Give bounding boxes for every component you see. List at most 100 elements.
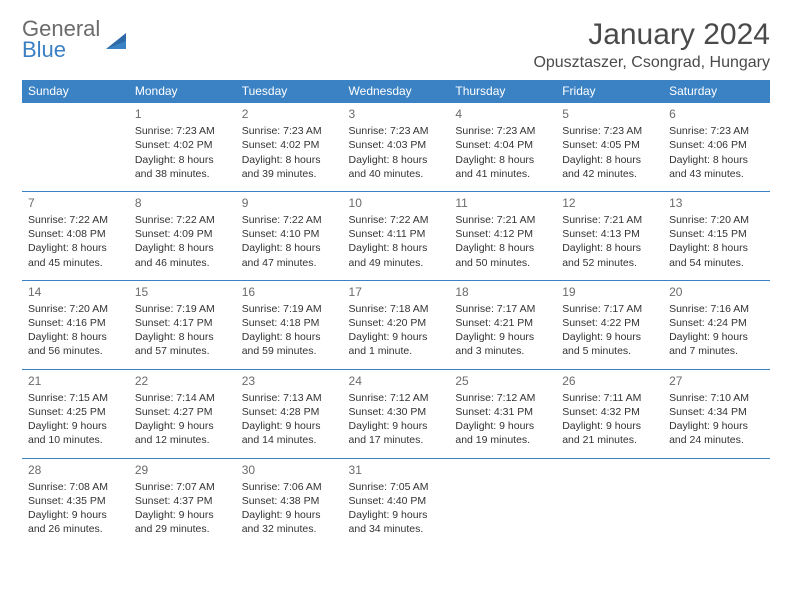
sunset-text: Sunset: 4:40 PM [349,494,444,508]
sunrise-text: Sunrise: 7:20 AM [669,213,764,227]
sunset-text: Sunset: 4:02 PM [242,138,337,152]
daylight-text: Daylight: 9 hours [242,419,337,433]
sunset-text: Sunset: 4:34 PM [669,405,764,419]
daylight-text: and 40 minutes. [349,167,444,181]
daylight-text: and 52 minutes. [562,256,657,270]
calendar-day-cell: 6Sunrise: 7:23 AMSunset: 4:06 PMDaylight… [663,103,770,192]
calendar-week-row: 7Sunrise: 7:22 AMSunset: 4:08 PMDaylight… [22,191,770,280]
day-number: 28 [28,462,123,478]
daylight-text: and 57 minutes. [135,344,230,358]
calendar-day-cell: 20Sunrise: 7:16 AMSunset: 4:24 PMDayligh… [663,280,770,369]
daylight-text: and 24 minutes. [669,433,764,447]
daylight-text: Daylight: 8 hours [455,241,550,255]
calendar-day-cell: 21Sunrise: 7:15 AMSunset: 4:25 PMDayligh… [22,369,129,458]
location-text: Opusztaszer, Csongrad, Hungary [533,54,770,72]
daylight-text: Daylight: 9 hours [455,419,550,433]
sunset-text: Sunset: 4:13 PM [562,227,657,241]
daylight-text: Daylight: 8 hours [28,241,123,255]
calendar-table: SundayMondayTuesdayWednesdayThursdayFrid… [22,80,770,546]
day-number: 29 [135,462,230,478]
daylight-text: Daylight: 8 hours [562,153,657,167]
title-block: January 2024 Opusztaszer, Csongrad, Hung… [533,18,770,72]
sunrise-text: Sunrise: 7:23 AM [242,124,337,138]
sunset-text: Sunset: 4:17 PM [135,316,230,330]
sunrise-text: Sunrise: 7:21 AM [562,213,657,227]
sunrise-text: Sunrise: 7:17 AM [562,302,657,316]
daylight-text: Daylight: 8 hours [28,330,123,344]
sunrise-text: Sunrise: 7:12 AM [349,391,444,405]
calendar-day-cell: 4Sunrise: 7:23 AMSunset: 4:04 PMDaylight… [449,103,556,192]
day-number: 23 [242,373,337,389]
daylight-text: Daylight: 8 hours [242,241,337,255]
sunset-text: Sunset: 4:15 PM [669,227,764,241]
daylight-text: and 38 minutes. [135,167,230,181]
daylight-text: and 56 minutes. [28,344,123,358]
calendar-day-cell: 23Sunrise: 7:13 AMSunset: 4:28 PMDayligh… [236,369,343,458]
day-number: 13 [669,195,764,211]
sunset-text: Sunset: 4:08 PM [28,227,123,241]
day-number: 19 [562,284,657,300]
sunset-text: Sunset: 4:32 PM [562,405,657,419]
daylight-text: Daylight: 9 hours [135,419,230,433]
logo-blue-text: Blue [22,39,100,61]
daylight-text: Daylight: 8 hours [455,153,550,167]
sunset-text: Sunset: 4:12 PM [455,227,550,241]
calendar-day-cell: 2Sunrise: 7:23 AMSunset: 4:02 PMDaylight… [236,103,343,192]
day-number: 20 [669,284,764,300]
calendar-body: 1Sunrise: 7:23 AMSunset: 4:02 PMDaylight… [22,103,770,547]
weekday-header: Thursday [449,80,556,103]
weekday-header: Saturday [663,80,770,103]
calendar-day-cell: 14Sunrise: 7:20 AMSunset: 4:16 PMDayligh… [22,280,129,369]
daylight-text: and 29 minutes. [135,522,230,536]
calendar-empty-cell [556,458,663,546]
logo-triangle-icon [104,27,130,53]
daylight-text: and 5 minutes. [562,344,657,358]
sunrise-text: Sunrise: 7:23 AM [562,124,657,138]
calendar-day-cell: 15Sunrise: 7:19 AMSunset: 4:17 PMDayligh… [129,280,236,369]
sunrise-text: Sunrise: 7:16 AM [669,302,764,316]
daylight-text: and 7 minutes. [669,344,764,358]
day-number: 6 [669,106,764,122]
sunrise-text: Sunrise: 7:21 AM [455,213,550,227]
calendar-day-cell: 13 Sunrise: 7:20 AMSunset: 4:15 PMDayligh… [663,191,770,280]
daylight-text: and 21 minutes. [562,433,657,447]
sunrise-text: Sunrise: 7:06 AM [242,480,337,494]
daylight-text: Daylight: 9 hours [669,419,764,433]
sunset-text: Sunset: 4:24 PM [669,316,764,330]
calendar-day-cell: 1Sunrise: 7:23 AMSunset: 4:02 PMDaylight… [129,103,236,192]
day-number: 3 [349,106,444,122]
sunset-text: Sunset: 4:25 PM [28,405,123,419]
weekday-header-row: SundayMondayTuesdayWednesdayThursdayFrid… [22,80,770,103]
calendar-day-cell: 26Sunrise: 7:11 AMSunset: 4:32 PMDayligh… [556,369,663,458]
daylight-text: and 26 minutes. [28,522,123,536]
calendar-day-cell: 11 Sunrise: 7:21 AMSunset: 4:12 PMDayligh… [449,191,556,280]
calendar-week-row: 21Sunrise: 7:15 AMSunset: 4:25 PMDayligh… [22,369,770,458]
daylight-text: Daylight: 8 hours [242,330,337,344]
sunset-text: Sunset: 4:20 PM [349,316,444,330]
day-number: 9 [242,195,337,211]
sunrise-text: Sunrise: 7:14 AM [135,391,230,405]
sunset-text: Sunset: 4:11 PM [349,227,444,241]
calendar-day-cell: 22Sunrise: 7:14 AMSunset: 4:27 PMDayligh… [129,369,236,458]
sunrise-text: Sunrise: 7:08 AM [28,480,123,494]
daylight-text: Daylight: 8 hours [135,153,230,167]
calendar-day-cell: 19Sunrise: 7:17 AMSunset: 4:22 PMDayligh… [556,280,663,369]
sunset-text: Sunset: 4:30 PM [349,405,444,419]
day-number: 12 [562,195,657,211]
sunset-text: Sunset: 4:06 PM [669,138,764,152]
day-number: 25 [455,373,550,389]
day-number: 24 [349,373,444,389]
weekday-header: Wednesday [343,80,450,103]
day-number: 11 [455,195,550,211]
daylight-text: and 49 minutes. [349,256,444,270]
calendar-day-cell: 24Sunrise: 7:12 AMSunset: 4:30 PMDayligh… [343,369,450,458]
sunrise-text: Sunrise: 7:22 AM [242,213,337,227]
sunset-text: Sunset: 4:35 PM [28,494,123,508]
sunrise-text: Sunrise: 7:20 AM [28,302,123,316]
sunset-text: Sunset: 4:27 PM [135,405,230,419]
daylight-text: Daylight: 8 hours [135,330,230,344]
sunrise-text: Sunrise: 7:18 AM [349,302,444,316]
calendar-day-cell: 3Sunrise: 7:23 AMSunset: 4:03 PMDaylight… [343,103,450,192]
daylight-text: and 34 minutes. [349,522,444,536]
daylight-text: Daylight: 8 hours [669,241,764,255]
